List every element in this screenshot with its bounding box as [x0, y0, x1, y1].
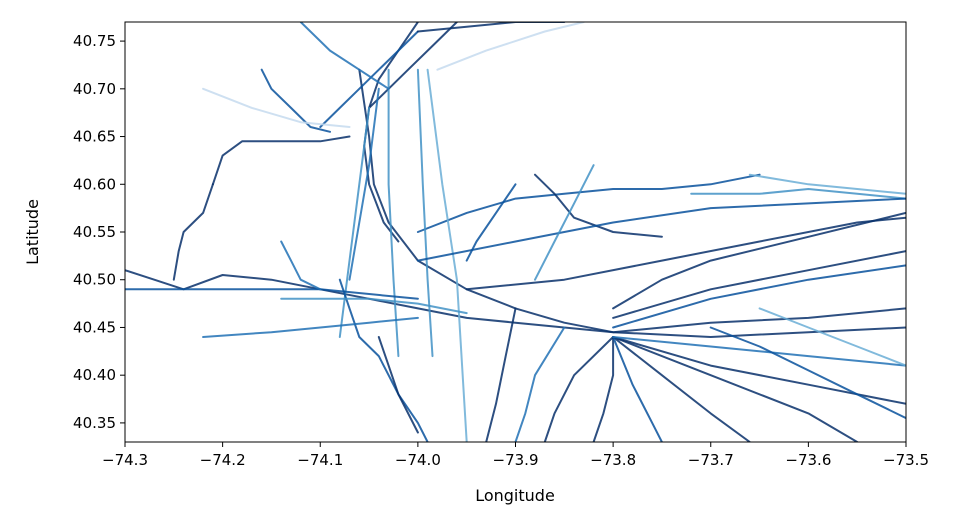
y-tick-label: 40.65	[73, 128, 116, 146]
series-line-34	[436, 22, 585, 71]
series-line-26	[338, 278, 429, 442]
y-tick-label: 40.35	[73, 414, 116, 432]
series-line-0	[125, 269, 906, 334]
series-line-14	[592, 336, 615, 442]
x-tick-label: −74.0	[395, 451, 441, 469]
series-line-9	[612, 211, 906, 310]
series-line-28	[202, 316, 419, 338]
series-line-8	[416, 173, 761, 233]
y-tick-label: 40.60	[73, 175, 116, 193]
x-tick-label: −73.8	[590, 451, 636, 469]
series-line-21	[338, 106, 371, 338]
series-line-7	[260, 68, 331, 133]
y-tick-label: 40.50	[73, 271, 116, 289]
x-tick-label: −74.3	[102, 451, 148, 469]
series-line-13	[612, 336, 751, 442]
x-tick-label: −73.6	[785, 451, 831, 469]
series-line-2	[363, 22, 419, 243]
series-line-10	[612, 250, 906, 319]
series-line-37	[416, 197, 906, 262]
series-line-40	[465, 183, 517, 262]
series-line-20	[514, 326, 566, 442]
series-line-36	[534, 173, 663, 238]
y-axis-label: Latitude	[23, 199, 42, 265]
series-line-11	[612, 264, 906, 329]
series-line-15	[612, 336, 663, 442]
x-tick-label: −74.1	[297, 451, 343, 469]
series-line-39	[534, 164, 595, 281]
x-tick-label: −73.9	[493, 451, 539, 469]
series-line-1	[358, 68, 906, 338]
x-tick-label: −73.7	[688, 451, 734, 469]
series-line-27	[377, 336, 419, 434]
series-line-5	[172, 183, 214, 281]
series-line-22	[387, 68, 400, 358]
series-line-19	[485, 307, 517, 442]
x-tick-label: −74.2	[200, 451, 246, 469]
series-line-41	[416, 22, 566, 33]
series-line-38	[465, 216, 906, 291]
series-line-43	[709, 326, 906, 420]
x-tick-label: −73.5	[883, 451, 929, 469]
series-line-16	[543, 336, 615, 442]
series-line-42	[280, 240, 322, 291]
series-line-4	[211, 135, 351, 186]
series-line-25	[348, 87, 380, 281]
series-line-44	[758, 307, 906, 367]
series-line-17	[612, 336, 859, 442]
y-axis: 40.35 40.40 40.45 40.50 40.55 40.60 40.65 40.70…	[73, 32, 125, 432]
series-layer	[125, 22, 906, 442]
series-line-35	[299, 22, 390, 90]
x-axis-label: Longitude	[475, 486, 555, 505]
series-line-18	[612, 336, 906, 367]
series-line-23	[416, 68, 434, 358]
series-line-3	[368, 22, 458, 109]
y-tick-label: 40.55	[73, 223, 116, 241]
series-line-31	[690, 188, 906, 200]
series-line-33	[202, 87, 351, 128]
y-tick-label: 40.40	[73, 366, 116, 384]
x-axis: −74.3 −74.2 −74.1 −74.0 −73.9 −73.8 −73.7 −73.6…	[102, 442, 929, 469]
y-tick-label: 40.45	[73, 318, 116, 336]
series-line-6	[319, 30, 419, 128]
series-line-24	[426, 68, 468, 442]
series-line-30	[125, 288, 419, 300]
plot-frame	[124, 21, 907, 443]
series-line-32	[748, 173, 906, 195]
y-tick-label: 40.75	[73, 32, 116, 50]
y-tick-label: 40.70	[73, 80, 116, 98]
series-line-29	[280, 297, 468, 315]
